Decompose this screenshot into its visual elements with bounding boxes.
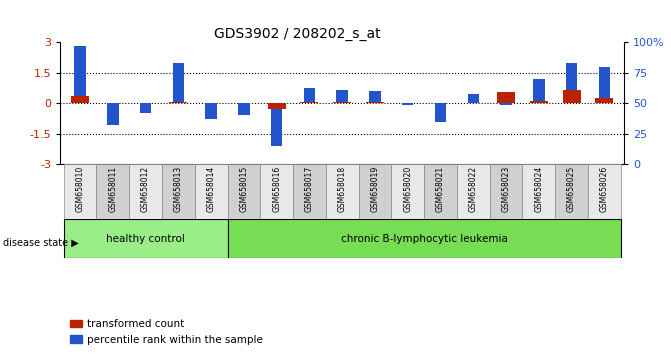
Text: healthy control: healthy control: [106, 234, 185, 244]
Bar: [333, 102, 351, 103]
Text: GSM658025: GSM658025: [567, 166, 576, 212]
Bar: [227, 164, 260, 219]
Text: GSM658023: GSM658023: [501, 166, 511, 212]
Bar: [366, 102, 384, 103]
Bar: [402, 103, 413, 104]
Bar: [595, 98, 613, 103]
Bar: [562, 90, 580, 103]
Bar: [140, 103, 152, 113]
Title: GDS3902 / 208202_s_at: GDS3902 / 208202_s_at: [214, 28, 380, 41]
Bar: [435, 103, 446, 121]
Text: disease state ▶: disease state ▶: [3, 238, 79, 247]
Bar: [523, 164, 555, 219]
Bar: [391, 164, 424, 219]
Bar: [227, 219, 621, 258]
Bar: [130, 164, 162, 219]
Bar: [301, 102, 319, 103]
Bar: [71, 96, 89, 103]
Bar: [468, 93, 479, 103]
Legend: transformed count, percentile rank within the sample: transformed count, percentile rank withi…: [66, 315, 268, 349]
Bar: [533, 79, 545, 103]
Text: GSM658018: GSM658018: [338, 166, 347, 212]
Text: GSM658020: GSM658020: [403, 166, 412, 212]
Bar: [238, 103, 250, 115]
Text: GSM658010: GSM658010: [76, 166, 85, 212]
Bar: [501, 103, 512, 104]
Text: GSM658011: GSM658011: [108, 166, 117, 212]
Text: GSM658013: GSM658013: [174, 166, 183, 212]
Bar: [599, 67, 610, 103]
Bar: [369, 91, 380, 103]
Text: GSM658017: GSM658017: [305, 166, 314, 212]
Bar: [64, 219, 227, 258]
Bar: [304, 87, 315, 103]
Text: GSM658021: GSM658021: [436, 166, 445, 212]
Bar: [64, 164, 97, 219]
Bar: [169, 102, 187, 103]
Bar: [172, 63, 184, 103]
Bar: [530, 101, 548, 103]
Bar: [566, 63, 577, 103]
Bar: [358, 164, 391, 219]
Bar: [336, 90, 348, 103]
Text: GSM658014: GSM658014: [207, 166, 215, 212]
Bar: [260, 164, 293, 219]
Bar: [107, 103, 119, 125]
Bar: [74, 46, 86, 103]
Text: GSM658026: GSM658026: [600, 166, 609, 212]
Text: GSM658019: GSM658019: [370, 166, 380, 212]
Bar: [205, 103, 217, 119]
Text: GSM658016: GSM658016: [272, 166, 281, 212]
Text: GSM658012: GSM658012: [141, 166, 150, 212]
Bar: [457, 164, 490, 219]
Text: GSM658022: GSM658022: [469, 166, 478, 212]
Bar: [555, 164, 588, 219]
Bar: [588, 164, 621, 219]
Bar: [268, 103, 286, 109]
Bar: [195, 164, 227, 219]
Bar: [271, 103, 282, 146]
Text: chronic B-lymphocytic leukemia: chronic B-lymphocytic leukemia: [341, 234, 507, 244]
Bar: [497, 92, 515, 103]
Bar: [326, 164, 358, 219]
Bar: [490, 164, 523, 219]
Bar: [97, 164, 130, 219]
Bar: [424, 164, 457, 219]
Bar: [162, 164, 195, 219]
Text: GSM658024: GSM658024: [534, 166, 544, 212]
Text: GSM658015: GSM658015: [240, 166, 248, 212]
Bar: [293, 164, 326, 219]
